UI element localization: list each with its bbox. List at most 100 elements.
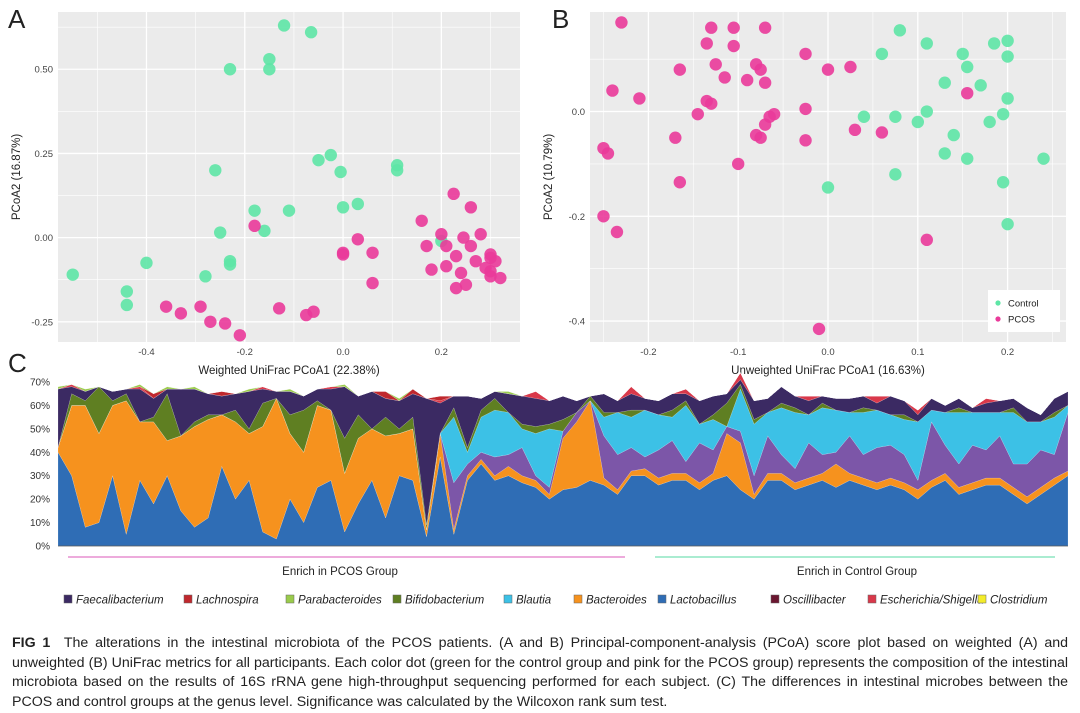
pcos-group-label: Enrich in PCOS Group — [282, 566, 398, 578]
scatter-panel-a: -0.4 -0.2 0.0 0.2 -0.25 0.00 0.25 0.50 Weighted … — [11, 12, 520, 377]
x-tick-label: 0.2 — [1001, 347, 1014, 358]
pcos-point — [300, 308, 313, 322]
control-point — [263, 63, 276, 76]
pcos-point — [204, 315, 217, 328]
control-point — [920, 37, 933, 50]
legend-label-escherichia-shigella: Escherichia/Shigella — [880, 595, 984, 607]
pcos-point — [754, 63, 767, 76]
y-axis-label: PCoA2 (16.87%) — [11, 134, 23, 220]
control-point — [209, 164, 222, 177]
pcos-point — [705, 21, 718, 34]
control-point — [120, 285, 134, 298]
y-tick-label: 30% — [30, 471, 50, 482]
control-point — [304, 26, 318, 39]
x-tick-label: -0.4 — [138, 347, 154, 358]
pcos-point — [799, 47, 812, 61]
legend-swatch-parabacteroides — [285, 594, 295, 604]
pcos-point — [758, 118, 772, 131]
pcos-point — [727, 39, 740, 53]
pcos-point — [454, 266, 468, 280]
pcos-point — [435, 228, 448, 241]
control-point — [996, 107, 1010, 121]
pcos-point — [709, 58, 722, 71]
control-point — [324, 148, 337, 162]
pcos-point — [727, 21, 740, 34]
figure-caption: FIG 1 The alterations in the intestinal … — [12, 634, 1068, 712]
control-point — [938, 76, 951, 89]
pcos-point — [272, 302, 286, 315]
x-tick-label: -0.2 — [640, 347, 656, 358]
control-point — [213, 226, 227, 239]
pcos-point — [740, 73, 754, 87]
control-point — [248, 204, 261, 217]
pcos-point — [248, 219, 261, 233]
y-axis-label: PCoA2 (10.79%) — [543, 134, 555, 220]
pcos-point — [812, 322, 826, 336]
stacked-area-panel-c: 0% 10% 20% 30% 40% 50% 60% 70% Enrich in PCOS Gr… — [30, 372, 1069, 578]
control-point — [875, 47, 889, 61]
control-point — [821, 181, 835, 194]
x-tick-label: -0.1 — [730, 347, 746, 358]
pcos-point — [449, 249, 463, 263]
pcos-point — [799, 134, 812, 147]
legend-swatch-oscillibacter — [770, 594, 780, 604]
control-legend-swatch — [995, 300, 1001, 306]
pcos-point — [705, 97, 718, 110]
legend-swatch-bifidobacterium — [392, 594, 402, 604]
control-point — [258, 224, 271, 238]
legend-label-parabacteroides: Parabacteroides — [298, 595, 382, 607]
panel-label-b: B — [552, 4, 569, 34]
legend-label-clostridium: Clostridium — [990, 595, 1048, 607]
legend-label-blautia: Blautia — [516, 595, 551, 607]
control-point — [947, 128, 960, 142]
control-point — [974, 79, 987, 92]
control-group-label: Enrich in Control Group — [797, 566, 917, 578]
control-point — [911, 115, 925, 129]
pcos-point — [440, 239, 453, 253]
control-point — [223, 258, 237, 271]
caption-label: FIG 1 — [12, 635, 51, 651]
control-point — [351, 197, 365, 211]
control-point — [961, 152, 974, 165]
pcos-point — [673, 63, 687, 76]
y-tick-label: 0% — [36, 542, 51, 553]
scatter-panel-b: -0.2 -0.1 0.0 0.1 0.2 -0.4 -0.2 0.0 Unweighted U… — [543, 12, 1066, 377]
pcos-point — [469, 254, 482, 268]
pcos-point — [459, 278, 473, 291]
control-point — [390, 164, 404, 177]
pcos-point — [875, 126, 889, 139]
control-point — [199, 270, 212, 283]
pcos-point — [749, 128, 763, 142]
pcos-point — [961, 86, 974, 100]
panel-label-a: A — [8, 4, 26, 34]
control-point — [223, 63, 237, 76]
legend-label-faecalibacterium: Faecalibacterium — [76, 595, 164, 607]
genus-legend: Faecalibacterium Lachnospira Parabacteroid… — [63, 594, 1048, 607]
control-point — [66, 268, 79, 281]
pcos-point — [174, 307, 188, 320]
legend-label-lactobacillus: Lactobacillus — [670, 595, 737, 607]
control-point — [140, 256, 153, 270]
control-point — [956, 47, 969, 61]
legend-swatch-faecalibacterium — [63, 594, 73, 604]
pcos-point — [415, 214, 428, 227]
pcos-point — [351, 233, 365, 246]
y-tick-label: 0.00 — [35, 233, 54, 244]
pcos-point — [336, 248, 350, 261]
pcos-point — [440, 260, 453, 273]
y-tick-label: 40% — [30, 448, 50, 459]
x-axis-label: Unweighted UniFrac PCoA1 (16.63%) — [731, 365, 925, 377]
y-tick-label: 50% — [30, 424, 50, 435]
legend-swatch-bacteroides — [573, 594, 583, 604]
y-tick-label: 0.25 — [35, 149, 54, 160]
figure-1: A B C -0.4 -0.2 0.0 0.2 -0.25 0.00 0.25 0.50 Wei… — [8, 4, 1069, 607]
legend-swatch-lachnospira — [183, 594, 193, 604]
pcos-point — [920, 233, 933, 247]
pcos-point — [597, 210, 610, 223]
legend-swatch-escherichia-shigella — [867, 594, 877, 604]
control-point — [961, 60, 974, 74]
plot-background — [58, 12, 520, 342]
control-point — [889, 168, 902, 181]
control-point — [334, 165, 347, 179]
control-point — [938, 147, 951, 160]
